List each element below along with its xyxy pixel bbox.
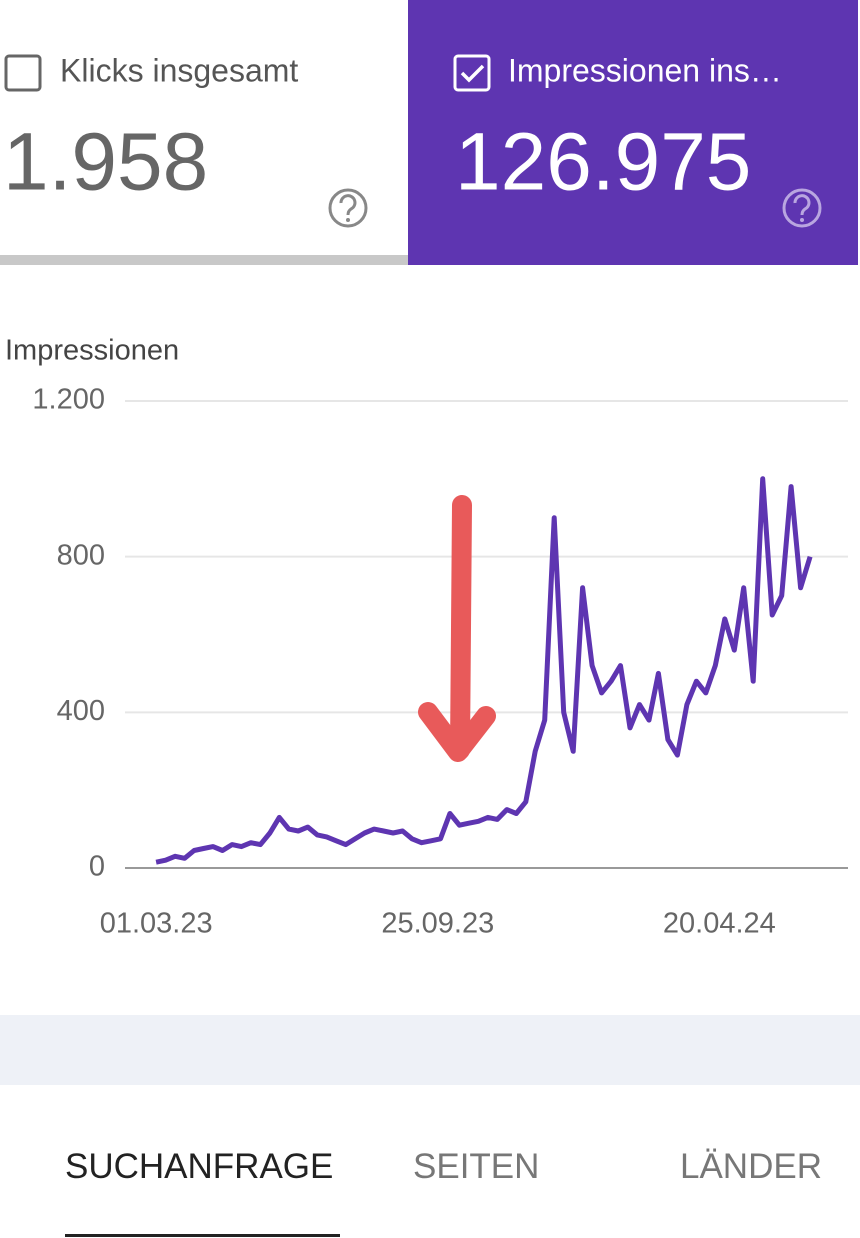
tab-underline: [65, 1234, 340, 1237]
y-tick-label: 400: [57, 695, 105, 727]
x-tick-label: 25.09.23: [381, 908, 494, 940]
y-tick-label: 1.200: [32, 384, 105, 416]
help-icon[interactable]: [782, 188, 822, 228]
checkmark: [460, 64, 485, 83]
x-tick-label: 20.04.24: [663, 908, 776, 940]
clicks-card[interactable]: [0, 0, 408, 265]
card-value: 1.958: [3, 117, 208, 208]
y-tick-label: 0: [89, 851, 105, 883]
chart: Impressionen 0 400 800 1.200 01.03.23 25.09.2…: [5, 335, 848, 940]
tab[interactable]: SEITEN: [413, 1147, 540, 1186]
card-label: Impressionen ins…: [508, 52, 782, 88]
x-tick-label: 01.03.23: [100, 908, 213, 940]
annotation-arrow: [418, 495, 496, 762]
separator: [0, 1015, 860, 1085]
checkbox[interactable]: [4, 54, 42, 92]
tab[interactable]: SUCHANFRAGE: [65, 1147, 334, 1186]
data-line: [155, 476, 813, 865]
tab[interactable]: LÄNDER: [680, 1147, 822, 1186]
y-axis-label: Impressionen: [5, 335, 179, 367]
tab-bar: SUCHANFRAGE SEITEN LÄNDER: [0, 1085, 860, 1238]
help-icon[interactable]: [328, 188, 368, 228]
card-value: 126.975: [455, 117, 751, 208]
checkbox[interactable]: [453, 54, 491, 92]
card-label: Klicks insgesamt: [60, 52, 298, 88]
card-bar: [0, 255, 502, 265]
cards-overlay: Klicks insgesamt 1.958 Impressionen ins……: [3, 52, 822, 228]
y-tick-label: 800: [57, 539, 105, 571]
impressions-card[interactable]: [408, 0, 858, 265]
